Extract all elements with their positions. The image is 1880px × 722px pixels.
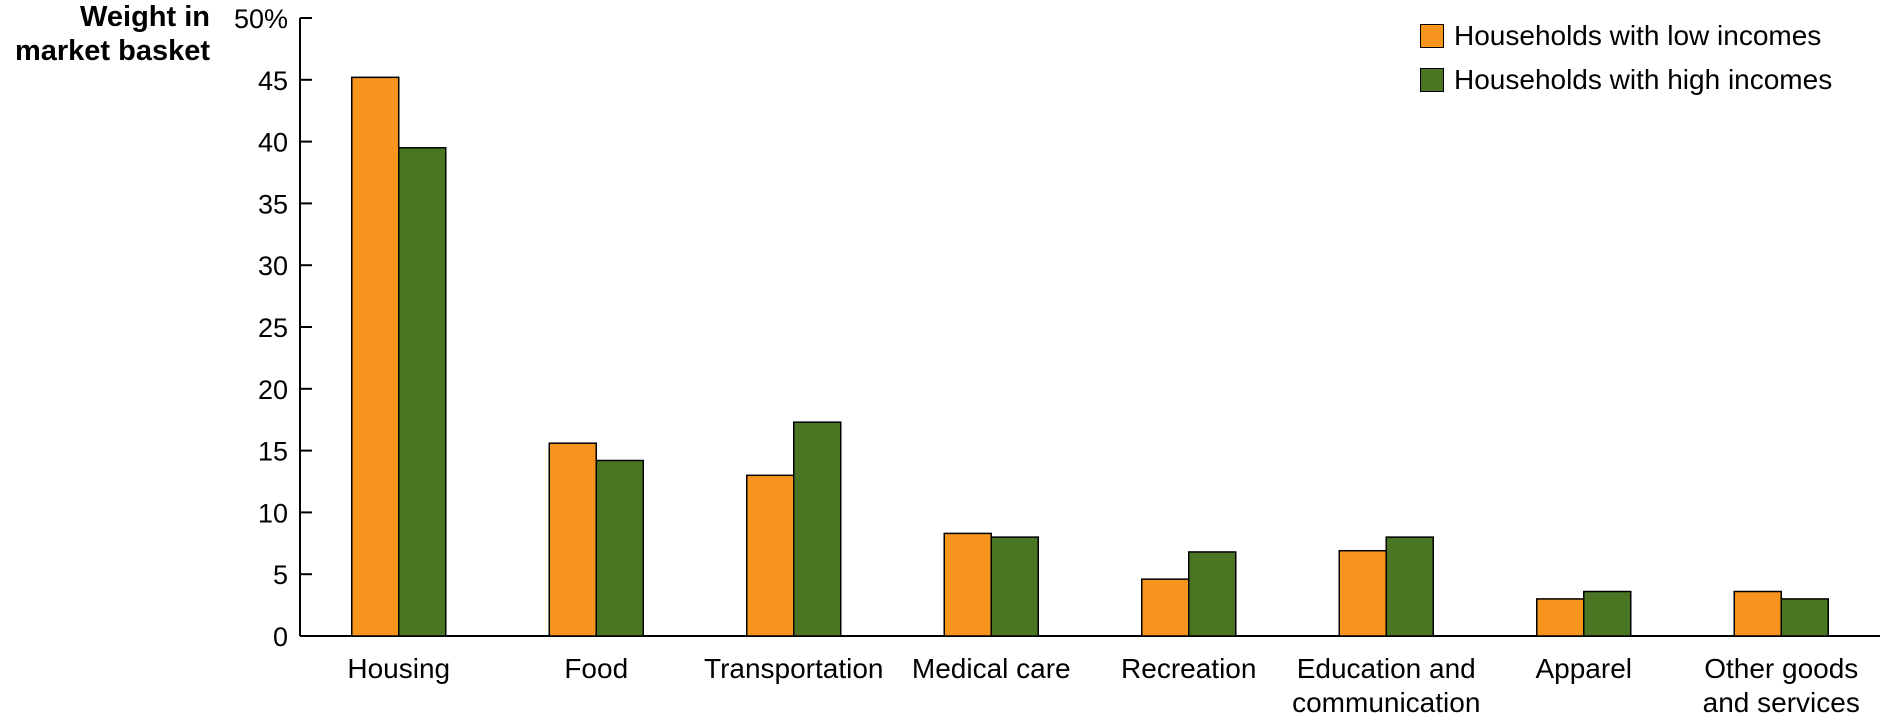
legend-item-high-income: Households with high incomes — [1420, 58, 1832, 102]
bar-low-income — [1536, 598, 1585, 637]
bar-high-income — [1188, 551, 1237, 637]
legend-swatch-low-income — [1420, 24, 1444, 48]
bar-high-income — [398, 147, 447, 637]
x-category-label: and services — [1703, 687, 1860, 718]
x-category-label: Transportation — [704, 653, 884, 684]
legend-item-low-income: Households with low incomes — [1420, 14, 1832, 58]
legend-label-high-income: Households with high incomes — [1454, 64, 1833, 95]
bar-low-income — [548, 442, 597, 637]
y-tick-label: 20 — [258, 375, 288, 405]
legend-label-low-income: Households with low incomes — [1454, 20, 1822, 51]
y-tick-label: 5 — [273, 560, 288, 590]
bar-low-income — [746, 474, 795, 637]
x-category-label: communication — [1292, 687, 1480, 718]
x-category-label: Food — [564, 653, 628, 684]
y-tick-label: 10 — [258, 498, 288, 528]
y-tick-label: 25 — [258, 313, 288, 343]
y-axis-title-line-1: Weight in — [80, 1, 210, 33]
x-category-label: Housing — [347, 653, 450, 684]
y-axis-title: Weight in market basket — [0, 0, 210, 68]
bar-high-income — [1583, 590, 1632, 637]
y-tick-label: 45 — [258, 66, 288, 96]
bar-low-income — [943, 532, 992, 637]
y-tick-label: 35 — [258, 189, 288, 219]
y-tick-label: 0 — [273, 622, 288, 652]
x-category-label: Education and — [1297, 653, 1476, 684]
bar-low-income — [1733, 590, 1782, 637]
legend: Households with low incomes Households w… — [1420, 14, 1832, 102]
bar-high-income — [1780, 598, 1829, 637]
bar-low-income — [351, 76, 400, 637]
bar-high-income — [1385, 536, 1434, 637]
bar-high-income — [595, 459, 644, 637]
x-category-label: Recreation — [1121, 653, 1256, 684]
x-category-label: Medical care — [912, 653, 1071, 684]
y-tick-label: 30 — [258, 251, 288, 281]
bar-high-income — [990, 536, 1039, 637]
y-tick-label: 50% — [234, 4, 288, 34]
x-category-label: Other goods — [1704, 653, 1858, 684]
y-tick-label: 15 — [258, 437, 288, 467]
y-axis-title-line-2: market basket — [14, 35, 210, 67]
x-category-label: Apparel — [1535, 653, 1632, 684]
legend-swatch-high-income — [1420, 68, 1444, 92]
bar-low-income — [1141, 578, 1190, 637]
y-tick-label: 40 — [258, 128, 288, 158]
bar-high-income — [793, 421, 842, 637]
bar-low-income — [1338, 549, 1387, 637]
